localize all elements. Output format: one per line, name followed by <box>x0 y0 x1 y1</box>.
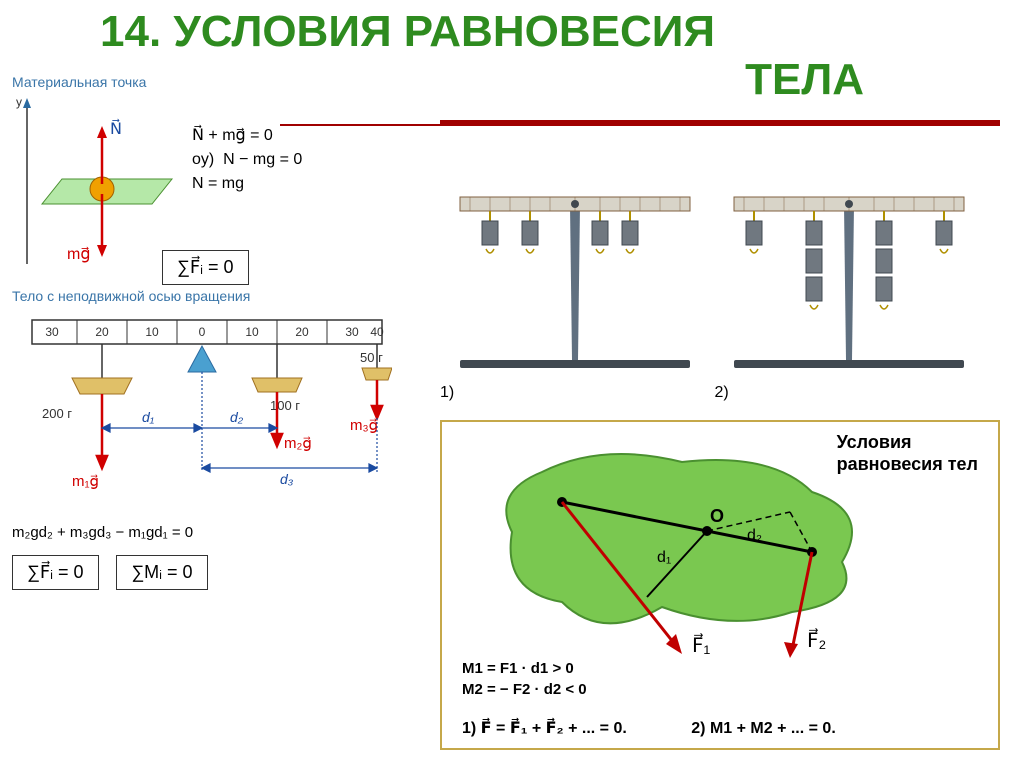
svg-text:200 г: 200 г <box>42 406 72 421</box>
svg-text:20: 20 <box>295 325 309 339</box>
svg-text:d₁: d₁ <box>142 409 155 425</box>
y-axis-label: y <box>16 95 22 109</box>
sumF-box-1: ∑F⃗ᵢ = 0 <box>162 244 249 285</box>
balance-beams: 1) <box>440 175 1000 385</box>
point-svg: y N⃗ mg⃗ <box>12 94 182 284</box>
beam2-label: 2) <box>714 384 984 402</box>
sumF1: ∑F⃗ᵢ = 0 <box>162 250 249 285</box>
beam-2: 2) <box>714 175 984 402</box>
svg-text:100 г: 100 г <box>270 398 300 413</box>
sumM2: ∑Mᵢ = 0 <box>116 555 207 590</box>
eq1: N⃗ + mg⃗ = 0 <box>192 124 302 148</box>
title-line1: 14. УСЛОВИЯ РАВНОВЕСИЯ <box>100 8 984 56</box>
eq2: N − mg = 0 <box>223 151 302 168</box>
sumF2: ∑F⃗ᵢ = 0 <box>12 555 99 590</box>
weight-group <box>482 211 498 253</box>
mg-label: mg⃗ <box>67 246 90 263</box>
eq-M1: M1 = F1 · d1 > 0 <box>462 658 587 679</box>
svg-text:10: 10 <box>145 325 159 339</box>
section1-equations: N⃗ + mg⃗ = 0 oy) N − mg = 0 N = mg <box>192 124 302 196</box>
svg-text:m₃g⃗: m₃g⃗ <box>350 417 378 434</box>
section2-heading: Тело с неподвижной осью вращения <box>12 288 412 304</box>
eq3: N = mg <box>192 172 302 196</box>
svg-text:d₂: d₂ <box>230 409 244 425</box>
svg-text:F⃗₂: F⃗₂ <box>807 627 826 652</box>
svg-text:m₂g⃗: m₂g⃗ <box>284 435 312 452</box>
section1-heading: Материальная точка <box>12 74 412 90</box>
svg-text:30: 30 <box>345 325 359 339</box>
green-svg: O d₁ d₂ F⃗₁ F⃗₂ <box>452 432 992 662</box>
eq-oy: oy) <box>192 151 214 168</box>
svg-text:m₁g⃗: m₁g⃗ <box>72 473 99 490</box>
green-diagram: Условия равновесия тел O d₁ d₂ F⃗₁ F⃗₂ M… <box>440 420 1000 750</box>
svg-text:30: 30 <box>45 325 59 339</box>
svg-text:d₃: d₃ <box>280 471 294 487</box>
svg-text:0: 0 <box>199 325 206 339</box>
svg-text:10: 10 <box>245 325 259 339</box>
beam-1: 1) <box>440 175 710 402</box>
N-label: N⃗ <box>110 118 122 138</box>
cond-1: 1) F⃗ = F⃗₁ + F⃗₂ + ... = 0. <box>462 720 627 737</box>
sum-boxes-2: ∑F⃗ᵢ = 0 ∑Mᵢ = 0 <box>12 549 412 590</box>
beam1-label: 1) <box>440 384 710 402</box>
beam1-svg <box>440 175 710 375</box>
svg-text:40: 40 <box>370 325 384 339</box>
moment-equation: m₂gd₂ + m₃gd₃ − m₁gd₁ = 0 <box>12 524 412 541</box>
svg-text:50 г: 50 г <box>360 350 383 365</box>
eq-M2: M2 = − F2 · d2 < 0 <box>462 679 587 700</box>
green-M-equations: M1 = F1 · d1 > 0 M2 = − F2 · d2 < 0 <box>462 658 587 700</box>
lever-svg: 30 20 10 0 10 20 30 40 200 г 100 г <box>12 310 392 510</box>
svg-text:O: O <box>710 506 724 526</box>
title-underline <box>440 120 1000 126</box>
svg-text:d₁: d₁ <box>657 549 671 566</box>
cond-2: 2) M1 + M2 + ... = 0. <box>691 720 836 737</box>
green-conditions: 1) F⃗ = F⃗₁ + F⃗₂ + ... = 0. 2) M1 + M2 … <box>462 718 836 738</box>
left-column: Материальная точка y N⃗ mg⃗ N⃗ + mg⃗ = 0… <box>12 70 412 590</box>
svg-text:d₂: d₂ <box>747 527 762 544</box>
material-point-diagram: y N⃗ mg⃗ N⃗ + mg⃗ = 0 oy) N − mg = 0 N =… <box>12 94 412 284</box>
lever-diagram: 30 20 10 0 10 20 30 40 200 г 100 г <box>12 310 412 520</box>
svg-text:20: 20 <box>95 325 109 339</box>
svg-text:F⃗₁: F⃗₁ <box>692 632 711 657</box>
beam2-svg <box>714 175 984 375</box>
